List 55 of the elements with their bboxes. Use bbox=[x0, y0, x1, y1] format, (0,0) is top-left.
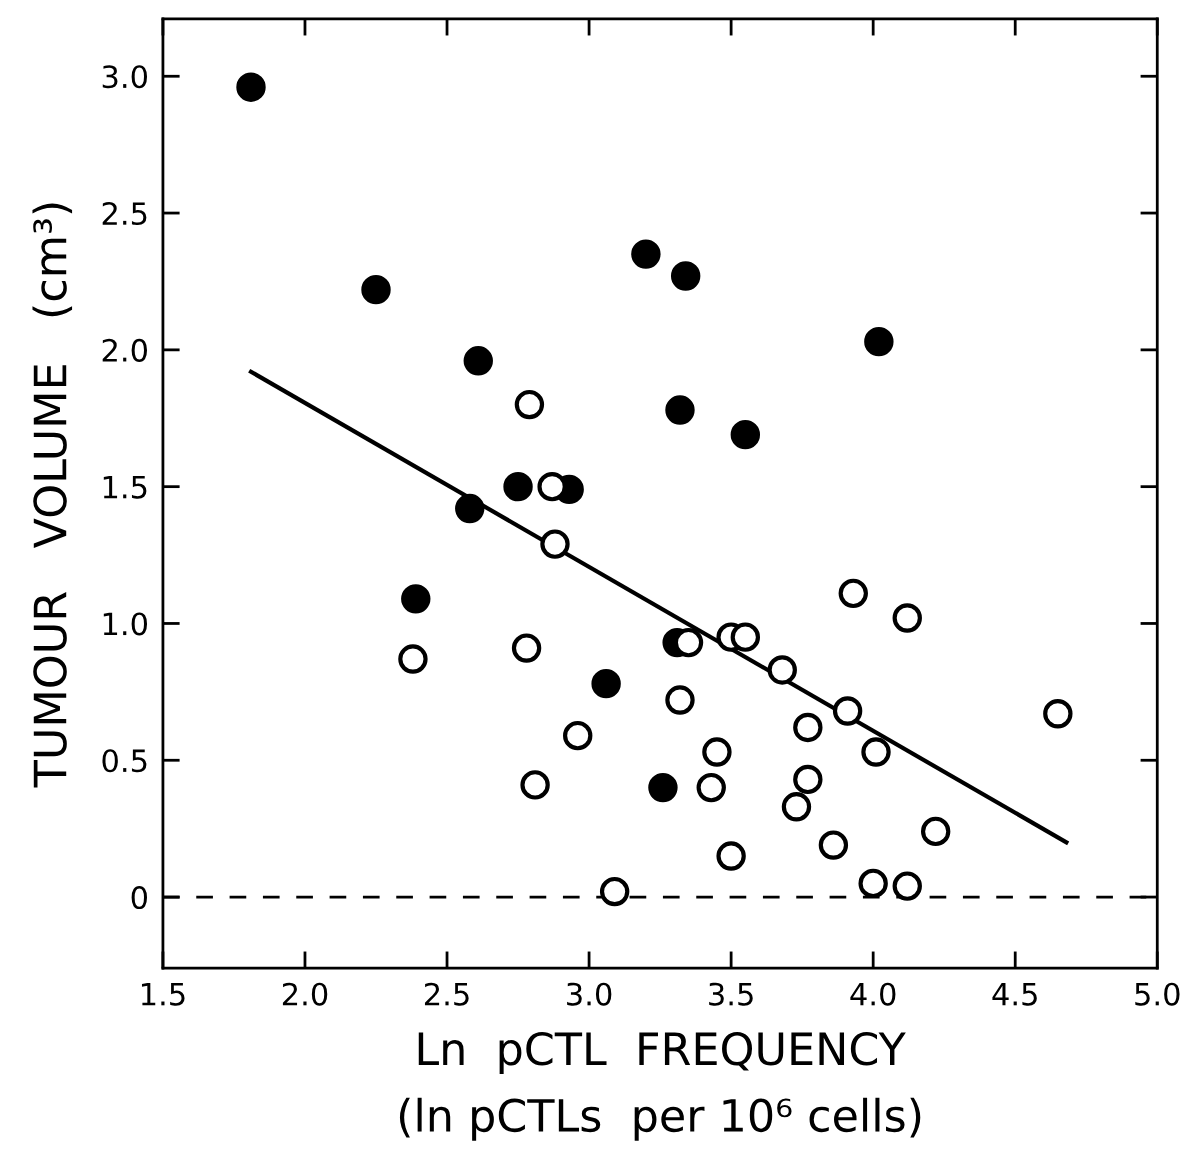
point bbox=[838, 578, 868, 609]
point bbox=[665, 685, 695, 715]
x-tick-label: 4.5 bbox=[992, 983, 1037, 1006]
point bbox=[503, 471, 533, 502]
point bbox=[540, 529, 570, 559]
point bbox=[599, 876, 630, 907]
point bbox=[730, 419, 761, 450]
point bbox=[793, 764, 823, 795]
y-tick-label: 0 bbox=[131, 885, 148, 910]
x-tick-label: 3.5 bbox=[709, 982, 753, 1006]
y-tick-label: 1.0 bbox=[103, 612, 148, 636]
point bbox=[702, 737, 732, 767]
point bbox=[455, 493, 485, 524]
point bbox=[463, 346, 493, 376]
point bbox=[361, 274, 391, 305]
y-tick-label: 1.5 bbox=[103, 475, 147, 499]
x-tick-label: 5.0 bbox=[1135, 982, 1180, 1006]
point bbox=[793, 712, 823, 743]
x-tick-label: 2.0 bbox=[282, 982, 328, 1006]
x-axis-title: Ln pCTL FREQUENCY (ln pCTLs per 10⁶ cells) bbox=[399, 1031, 921, 1141]
point bbox=[648, 772, 678, 803]
x-tick-label: 2.5 bbox=[424, 982, 469, 1006]
point bbox=[563, 720, 593, 751]
point bbox=[864, 326, 894, 357]
point bbox=[1043, 699, 1073, 729]
y-tick-label: 0.5 bbox=[102, 749, 147, 773]
point bbox=[665, 395, 695, 425]
point bbox=[514, 389, 545, 420]
point bbox=[892, 603, 922, 633]
x-tick-label: 4.0 bbox=[850, 982, 896, 1006]
point bbox=[520, 770, 550, 800]
point bbox=[767, 655, 797, 685]
x-tick-label: 1.5 bbox=[141, 983, 185, 1006]
point bbox=[631, 239, 661, 269]
y-tick-label: 2.0 bbox=[102, 338, 148, 362]
point bbox=[730, 622, 761, 652]
point bbox=[716, 841, 746, 871]
point bbox=[696, 772, 726, 803]
point bbox=[892, 871, 922, 901]
point bbox=[781, 792, 812, 822]
point bbox=[832, 696, 863, 726]
point bbox=[670, 261, 701, 291]
point bbox=[236, 72, 266, 102]
point bbox=[398, 644, 428, 674]
y-tick-label: 2.5 bbox=[102, 201, 147, 226]
point bbox=[920, 816, 951, 847]
y-tick-label: 3.0 bbox=[102, 65, 148, 89]
point bbox=[818, 830, 849, 860]
x-tick-label: 3.0 bbox=[567, 982, 612, 1006]
point bbox=[401, 584, 431, 614]
y-axis-title: TUMOUR VOLUME (cm³) bbox=[32, 203, 73, 788]
point bbox=[511, 633, 542, 663]
point bbox=[861, 737, 891, 767]
point bbox=[591, 668, 621, 699]
point bbox=[858, 868, 888, 899]
